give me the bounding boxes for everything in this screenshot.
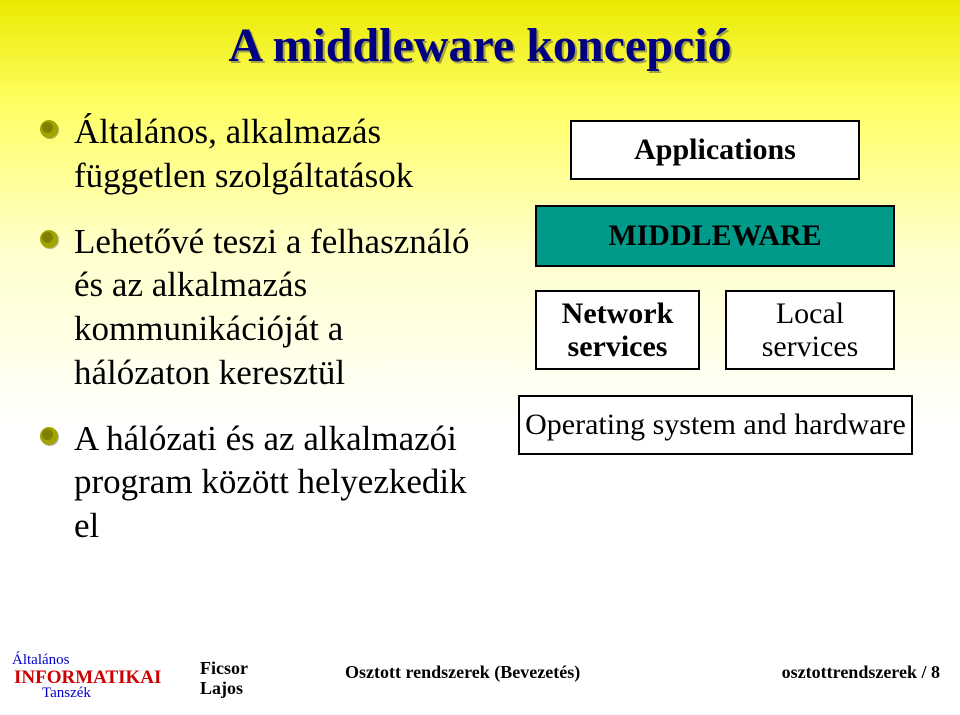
footer: Általános INFORMATIKAI Tanszék Ficsor La…: [0, 645, 960, 705]
list-item: Általános, alkalmazás független szolgált…: [40, 110, 480, 198]
logo-line1a: Általános: [12, 652, 70, 668]
content-row: Általános, alkalmazás független szolgált…: [40, 110, 930, 570]
title-area: A middleware koncepció A middleware konc…: [0, 18, 960, 73]
diagram-box-middleware: MIDDLEWARE: [535, 205, 895, 267]
slide: A middleware koncepció A middleware konc…: [0, 0, 960, 715]
footer-right: osztottrendszerek / 8: [782, 662, 940, 683]
bullet-icon: [40, 120, 62, 142]
slide-title: A middleware koncepció: [0, 18, 960, 73]
footer-right-prefix: osztottrendszerek: [782, 662, 917, 682]
bullet-icon: [40, 230, 62, 252]
logo-line3: Tanszék: [42, 686, 172, 701]
footer-center: Osztott rendszerek (Bevezetés): [345, 662, 580, 683]
diagram-box-os: Operating system and hardware: [518, 395, 913, 455]
middleware-diagram: Applications MIDDLEWARE Network services…: [490, 120, 930, 500]
bullet-text: Általános, alkalmazás független szolgált…: [74, 110, 480, 198]
author-line2: Lajos: [200, 678, 248, 699]
diagram-box-applications: Applications: [570, 120, 860, 180]
author-line1: Ficsor: [200, 658, 248, 679]
author-name: Ficsor Lajos: [200, 658, 248, 699]
bullet-text: Lehetővé teszi a felhasználó és az alkal…: [74, 220, 480, 395]
bullet-list: Általános, alkalmazás független szolgált…: [40, 110, 480, 570]
diagram-area: Applications MIDDLEWARE Network services…: [480, 110, 930, 570]
bullet-icon: [40, 427, 62, 449]
footer-right-page: 8: [931, 662, 940, 682]
list-item: Lehetővé teszi a felhasználó és az alkal…: [40, 220, 480, 395]
footer-right-sep: /: [917, 662, 931, 682]
department-logo: Általános INFORMATIKAI Tanszék: [12, 652, 172, 701]
diagram-box-local: Local services: [725, 290, 895, 370]
list-item: A hálózati és az alkalmazói program közö…: [40, 417, 480, 548]
diagram-box-network: Network services: [535, 290, 700, 370]
bullet-text: A hálózati és az alkalmazói program közö…: [74, 417, 480, 548]
